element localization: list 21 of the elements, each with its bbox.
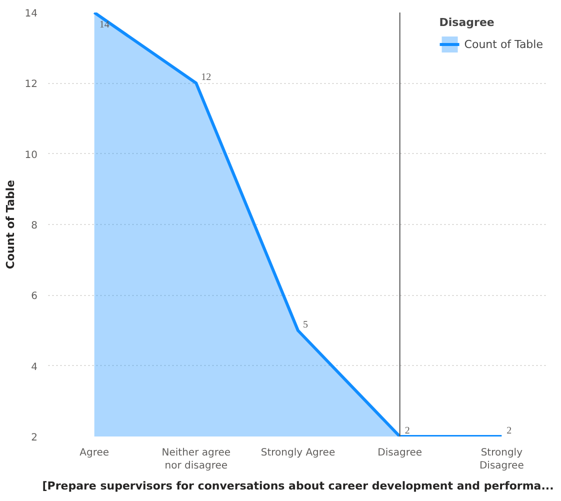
data-label: 5	[303, 320, 308, 330]
x-tick-label: Strongly Agree	[260, 448, 336, 458]
y-tick-label: 8	[31, 220, 38, 232]
data-label: 12	[201, 72, 212, 84]
legend-label: Count of Table	[464, 38, 543, 50]
y-tick-label: 14	[24, 8, 38, 20]
x-tick-label: Strongly Disagree	[479, 448, 524, 472]
data-label: 14	[99, 20, 110, 30]
y-tick-label: 4	[31, 362, 38, 373]
x-axis-title: [Prepare supervisors for conversations about career development and performa...	[42, 480, 554, 493]
x-tick-label: Agree	[80, 448, 110, 458]
y-tick-label: 12	[24, 79, 38, 90]
legend-title: Disagree	[439, 16, 496, 29]
x-tick-label: Neither agree nor disagree	[162, 448, 231, 472]
y-axis-title: Count of Table	[4, 180, 17, 270]
x-tick-label: Disagree	[378, 448, 422, 458]
data-label: 2	[506, 426, 512, 436]
y-tick-label: 2	[31, 432, 38, 444]
y-tick-label: 6	[31, 291, 38, 302]
y-tick-label: 10	[24, 150, 38, 161]
data-label: 2	[404, 426, 410, 436]
